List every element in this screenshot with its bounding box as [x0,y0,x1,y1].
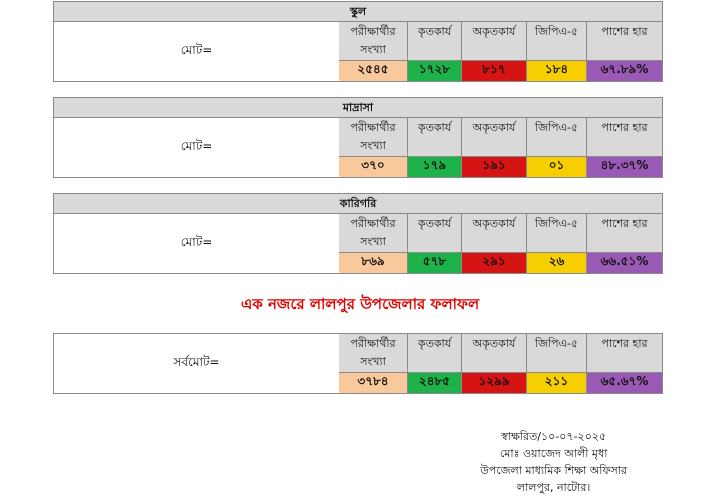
header-passed: কৃতকার্য [408,214,461,253]
school-candidates: ২৫৪৫ [339,61,407,81]
grand-grid: সর্বমোট= পরীক্ষার্থীর সংখ্যা ৩৭৮৪ কৃতকার্… [54,334,662,393]
header-pass-rate: পাশের হার [587,118,662,157]
grand-failed: ১২৯৯ [462,373,526,393]
school-failed: ৮১৭ [462,61,526,81]
madrasa-gpa5: ০১ [527,157,586,177]
school-total-label: মোট= [54,22,340,81]
technical-col-passed: কৃতকার্য ৫৭৮ [408,214,462,273]
header-failed: অকৃতকার্য [462,214,526,253]
school-title: স্কুল [54,2,662,22]
headline: এক নজরে লালপুর উপজেলার ফলাফল [240,295,480,313]
madrasa-col-candidates: পরীক্ষার্থীর সংখ্যা ৩৭০ [339,118,408,177]
technical-gpa5: ২৬ [527,253,586,273]
header-candidates: পরীক্ষার্থীর সংখ্যা [339,334,407,373]
school-col-failed: অকৃতকার্য ৮১৭ [462,22,527,81]
header-pass-rate: পাশের হার [587,334,662,373]
school-pass-rate: ৬৭.৮৯% [587,61,662,81]
grand-passed: ২৪৮৫ [408,373,461,393]
school-table: স্কুল মোট= পরীক্ষার্থীর সংখ্যা ২৫৪৫ কৃতকা… [53,1,663,82]
madrasa-table: মাদ্রাসা মোট= পরীক্ষার্থীর সংখ্যা ৩৭০ কৃত… [53,97,663,178]
madrasa-col-failed: অকৃতকার্য ১৯১ [462,118,527,177]
grand-pass-rate: ৬৫.৬৭% [587,373,662,393]
madrasa-title: মাদ্রাসা [54,98,662,118]
header-pass-rate: পাশের হার [587,214,662,253]
technical-total-label: মোট= [54,214,340,273]
school-col-pass-rate: পাশের হার ৬৭.৮৯% [587,22,662,81]
header-failed: অকৃতকার্য [462,22,526,61]
signature-block: স্বাক্ষরিত/১০-০৭-২০২৫ মোঃ ওয়াজেদ আলী মৃ… [480,428,627,496]
technical-title: কারিগরি [54,194,662,214]
signature-designation: উপজেলা মাধ্যমিক শিক্ষা অফিসার [480,464,627,477]
school-passed: ১৭২৮ [408,61,461,81]
technical-col-pass-rate: পাশের হার ৬৬.৫১% [587,214,662,273]
madrasa-candidates: ৩৭০ [339,157,407,177]
school-col-candidates: পরীক্ষার্থীর সংখ্যা ২৫৪৫ [339,22,408,81]
grand-col-gpa5: জিপিএ-৫ ২১১ [527,334,587,393]
grand-col-passed: কৃতকার্য ২৪৮৫ [408,334,462,393]
grand-col-failed: অকৃতকার্য ১২৯৯ [462,334,527,393]
header-failed: অকৃতকার্য [462,118,526,157]
technical-failed: ২৯১ [462,253,526,273]
grand-candidates: ৩৭৮৪ [339,373,407,393]
madrasa-failed: ১৯১ [462,157,526,177]
technical-pass-rate: ৬৬.৫১% [587,253,662,273]
school-grid: মোট= পরীক্ষার্থীর সংখ্যা ২৫৪৫ কৃতকার্য ১৭… [54,22,662,81]
madrasa-passed: ১৭৯ [408,157,461,177]
madrasa-col-pass-rate: পাশের হার ৪৮.৩৭% [587,118,662,177]
header-gpa5: জিপিএ-৫ [527,214,586,253]
technical-candidates: ৮৬৯ [339,253,407,273]
grand-col-pass-rate: পাশের হার ৬৫.৬৭% [587,334,662,393]
technical-col-failed: অকৃতকার্য ২৯১ [462,214,527,273]
header-passed: কৃতকার্য [408,118,461,157]
signature-name: মোঃ ওয়াজেদ আলী মৃধা [499,447,608,460]
technical-grid: মোট= পরীক্ষার্থীর সংখ্যা ৮৬৯ কৃতকার্য ৫৭৮… [54,214,662,273]
signature-date: স্বাক্ষরিত/১০-০৭-২০২৫ [501,430,607,443]
grand-total-label: সর্বমোট= [54,334,340,393]
grand-gpa5: ২১১ [527,373,586,393]
header-candidates: পরীক্ষার্থীর সংখ্যা [339,22,407,61]
madrasa-col-gpa5: জিপিএ-৫ ০১ [527,118,587,177]
grand-col-candidates: পরীক্ষার্থীর সংখ্যা ৩৭৮৪ [339,334,408,393]
header-pass-rate: পাশের হার [587,22,662,61]
header-candidates: পরীক্ষার্থীর সংখ্যা [339,118,407,157]
madrasa-pass-rate: ৪৮.৩৭% [587,157,662,177]
header-candidates: পরীক্ষার্থীর সংখ্যা [339,214,407,253]
madrasa-col-passed: কৃতকার্য ১৭৯ [408,118,462,177]
signature-location: লালপুর, নাটোর। [516,481,591,494]
technical-table: কারিগরি মোট= পরীক্ষার্থীর সংখ্যা ৮৬৯ কৃতক… [53,193,663,274]
school-col-passed: কৃতকার্য ১৭২৮ [408,22,462,81]
grand-total-table: সর্বমোট= পরীক্ষার্থীর সংখ্যা ৩৭৮৪ কৃতকার্… [53,333,663,394]
header-passed: কৃতকার্য [408,22,461,61]
school-col-gpa5: জিপিএ-৫ ১৮৪ [527,22,587,81]
header-gpa5: জিপিএ-৫ [527,22,586,61]
school-gpa5: ১৮৪ [527,61,586,81]
header-gpa5: জিপিএ-৫ [527,334,586,373]
technical-col-candidates: পরীক্ষার্থীর সংখ্যা ৮৬৯ [339,214,408,273]
madrasa-total-label: মোট= [54,118,340,177]
technical-col-gpa5: জিপিএ-৫ ২৬ [527,214,587,273]
technical-passed: ৫৭৮ [408,253,461,273]
madrasa-grid: মোট= পরীক্ষার্থীর সংখ্যা ৩৭০ কৃতকার্য ১৭৯… [54,118,662,177]
header-failed: অকৃতকার্য [462,334,526,373]
header-passed: কৃতকার্য [408,334,461,373]
header-gpa5: জিপিএ-৫ [527,118,586,157]
